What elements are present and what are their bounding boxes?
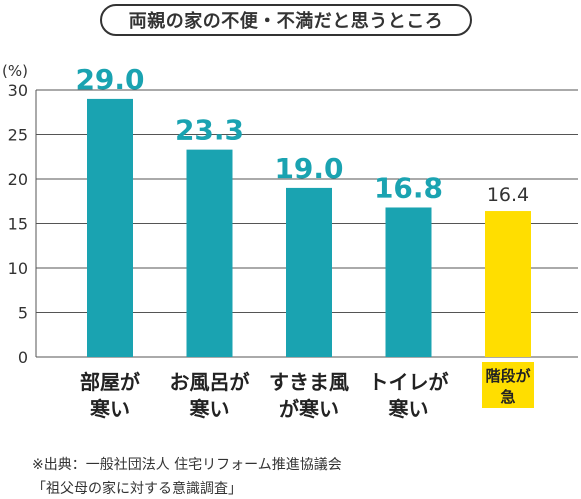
- y-tick-label: 20: [8, 170, 28, 189]
- y-tick-label: 15: [8, 215, 28, 234]
- y-tick-label: 0: [18, 348, 28, 367]
- bar: [87, 98, 133, 358]
- chart-title: 両親の家の不便・不満だと思うところ: [100, 4, 472, 36]
- bars: [87, 98, 531, 358]
- y-tick-label: 30: [8, 81, 28, 100]
- bar: [186, 149, 233, 357]
- category-label: が寒い: [279, 397, 339, 421]
- category-label: 急: [500, 388, 515, 406]
- source-line-2: 「祖父母の家に対する意識調査」: [32, 481, 242, 497]
- category-label: 寒い: [389, 397, 429, 421]
- category-label: 部屋が: [80, 370, 140, 394]
- category-label: すきま風: [269, 370, 349, 394]
- value-labels: 29.0 23.3 19.0 16.8 16.4: [75, 63, 529, 206]
- category-label: 寒い: [190, 397, 230, 421]
- value-label: 23.3: [175, 114, 244, 147]
- y-axis-unit-label: (%): [2, 62, 28, 80]
- value-label: 19.0: [274, 152, 343, 185]
- y-tick-label: 25: [8, 126, 28, 145]
- bar: [485, 211, 531, 357]
- value-label: 16.8: [374, 171, 443, 204]
- bar: [286, 187, 332, 357]
- category-label: 階段が: [485, 367, 531, 385]
- y-axis-ticks: 0 5 10 15 20 25 30: [8, 81, 28, 367]
- category-label: 寒い: [90, 397, 130, 421]
- y-tick-label: 10: [8, 259, 28, 278]
- bar: [385, 207, 432, 357]
- value-label: 16.4: [487, 184, 529, 206]
- y-tick-label: 5: [18, 304, 28, 323]
- category-label: お風呂が: [170, 370, 250, 394]
- source-line-1: ※出典：一般社団法人 住宅リフォーム推進協議会: [32, 457, 342, 473]
- category-label: トイレが: [369, 370, 449, 394]
- category-highlight-bg: [482, 362, 534, 408]
- value-label: 29.0: [75, 63, 144, 96]
